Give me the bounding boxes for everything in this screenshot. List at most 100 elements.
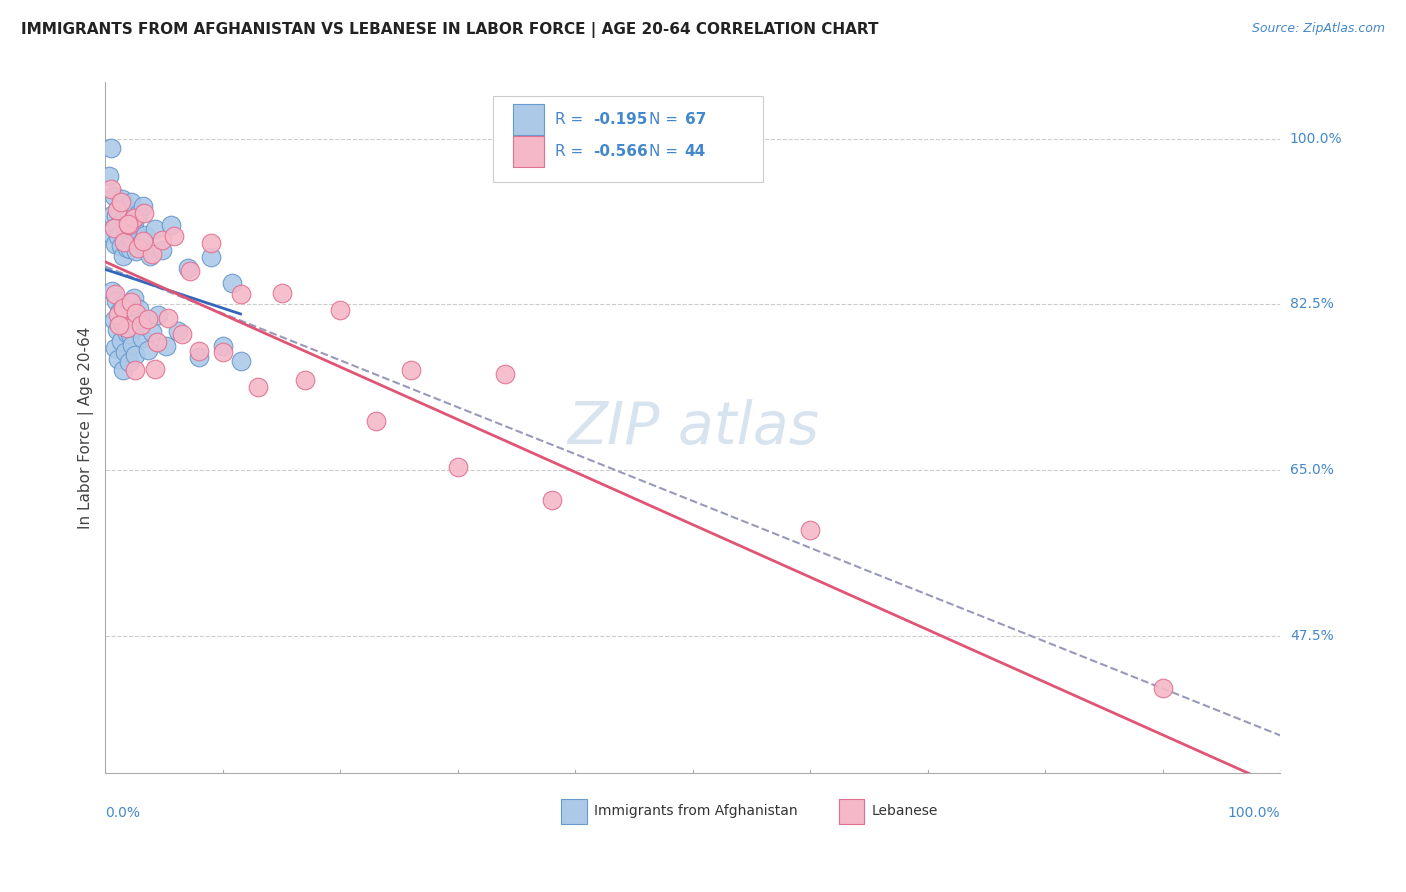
Point bbox=[221, 276, 243, 290]
Point bbox=[111, 249, 134, 263]
Point bbox=[114, 344, 136, 359]
Point bbox=[162, 228, 184, 243]
Point bbox=[111, 301, 134, 315]
Point bbox=[364, 414, 387, 428]
Point bbox=[447, 459, 470, 474]
Point bbox=[115, 321, 138, 335]
Point bbox=[122, 215, 145, 229]
Point bbox=[124, 225, 146, 239]
Y-axis label: In Labor Force | Age 20-64: In Labor Force | Age 20-64 bbox=[79, 326, 94, 529]
Point bbox=[103, 220, 125, 235]
Point bbox=[120, 327, 142, 342]
Point bbox=[212, 345, 235, 359]
Point bbox=[110, 239, 132, 253]
Point bbox=[101, 208, 124, 222]
Point bbox=[122, 211, 145, 225]
Point bbox=[132, 199, 155, 213]
Point bbox=[103, 312, 125, 326]
Text: 100.0%: 100.0% bbox=[1227, 806, 1281, 821]
Text: N =: N = bbox=[650, 112, 683, 128]
Text: ZIP atlas: ZIP atlas bbox=[567, 399, 818, 456]
Text: 100.0%: 100.0% bbox=[1289, 132, 1343, 145]
Point bbox=[98, 226, 121, 240]
Point bbox=[111, 315, 134, 329]
Point bbox=[115, 241, 138, 255]
Point bbox=[118, 218, 141, 232]
Point bbox=[494, 368, 516, 382]
Point bbox=[97, 169, 120, 183]
Text: 67: 67 bbox=[685, 112, 706, 128]
Point bbox=[799, 523, 821, 537]
Point bbox=[108, 305, 131, 319]
Point bbox=[136, 311, 159, 326]
Point bbox=[127, 241, 149, 255]
Point bbox=[118, 223, 141, 237]
Point bbox=[111, 363, 134, 377]
Point bbox=[115, 326, 138, 341]
Bar bbox=[513, 104, 544, 136]
Point bbox=[134, 228, 156, 243]
Point bbox=[127, 207, 149, 221]
Point bbox=[108, 201, 131, 215]
Text: IMMIGRANTS FROM AFGHANISTAN VS LEBANESE IN LABOR FORCE | AGE 20-64 CORRELATION C: IMMIGRANTS FROM AFGHANISTAN VS LEBANESE … bbox=[21, 22, 879, 38]
Point bbox=[112, 211, 135, 226]
Point bbox=[104, 209, 127, 223]
Point bbox=[107, 308, 129, 322]
Text: Immigrants from Afghanistan: Immigrants from Afghanistan bbox=[595, 805, 797, 818]
Point bbox=[110, 195, 132, 210]
Point bbox=[188, 344, 211, 359]
Bar bbox=[561, 799, 588, 824]
Point bbox=[107, 228, 129, 243]
Point bbox=[143, 362, 166, 376]
Text: 65.0%: 65.0% bbox=[1289, 463, 1334, 477]
Text: R =: R = bbox=[555, 112, 589, 128]
Text: R =: R = bbox=[555, 145, 589, 160]
Point bbox=[111, 192, 134, 206]
Point bbox=[120, 294, 142, 309]
Point bbox=[120, 242, 142, 256]
Point bbox=[229, 286, 252, 301]
Point bbox=[120, 299, 142, 313]
Point bbox=[134, 206, 156, 220]
Point bbox=[294, 373, 316, 387]
Point bbox=[112, 297, 135, 311]
Point bbox=[155, 339, 177, 353]
Point bbox=[212, 339, 235, 353]
Point bbox=[110, 334, 132, 348]
Point bbox=[117, 203, 139, 218]
Bar bbox=[513, 136, 544, 167]
Point bbox=[124, 362, 146, 376]
Text: -0.566: -0.566 bbox=[593, 145, 648, 160]
Text: 82.5%: 82.5% bbox=[1289, 298, 1334, 311]
Point bbox=[129, 236, 152, 251]
Point bbox=[117, 308, 139, 322]
Point bbox=[1152, 681, 1174, 695]
Text: N =: N = bbox=[650, 145, 683, 160]
Point bbox=[118, 355, 141, 369]
Point bbox=[132, 234, 155, 248]
Point bbox=[114, 231, 136, 245]
Point bbox=[120, 195, 142, 210]
Point bbox=[176, 261, 198, 276]
Point bbox=[188, 350, 211, 364]
Point bbox=[100, 141, 122, 155]
Point bbox=[247, 380, 270, 394]
Point bbox=[146, 334, 169, 349]
Point bbox=[131, 331, 153, 345]
Point bbox=[167, 324, 190, 338]
Point bbox=[143, 222, 166, 236]
Point bbox=[141, 247, 163, 261]
Point bbox=[112, 235, 135, 249]
Point bbox=[329, 303, 352, 318]
Point bbox=[105, 323, 128, 337]
Point bbox=[229, 354, 252, 368]
Bar bbox=[838, 799, 865, 824]
Point bbox=[141, 326, 163, 340]
Text: 47.5%: 47.5% bbox=[1289, 629, 1334, 643]
Text: Source: ZipAtlas.com: Source: ZipAtlas.com bbox=[1251, 22, 1385, 36]
Point bbox=[200, 235, 222, 250]
Point bbox=[122, 291, 145, 305]
Text: Lebanese: Lebanese bbox=[872, 805, 938, 818]
Point bbox=[541, 492, 564, 507]
Point bbox=[134, 313, 156, 327]
